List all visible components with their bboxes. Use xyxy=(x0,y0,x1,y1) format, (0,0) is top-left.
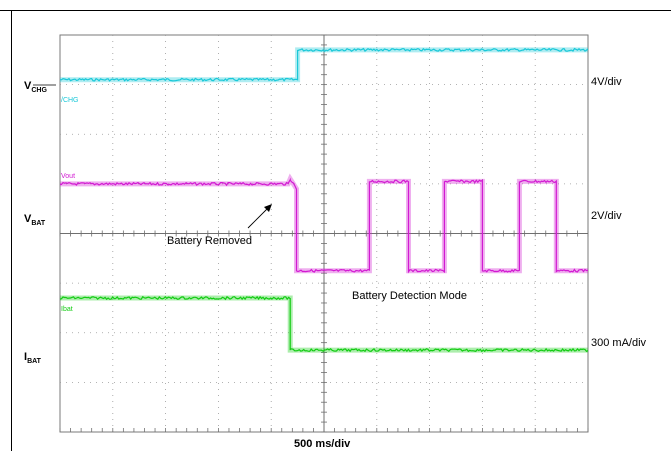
battery-removed-arrow xyxy=(247,207,269,229)
trace-layer xyxy=(59,47,589,353)
page-frame-left xyxy=(11,11,12,451)
trace-ibat xyxy=(59,295,589,353)
chg-trace-tag: /CHG xyxy=(61,97,79,104)
ibat-trace-tag: Ibat xyxy=(61,306,73,313)
vchg-axis-sub: CHG xyxy=(31,87,47,94)
battery-removed-arrowhead xyxy=(264,204,272,212)
vchg-scale-label: 4V/div xyxy=(591,76,622,88)
vout-trace-tag: Vout xyxy=(61,173,75,180)
ibat-scale-label: 300 mA/div xyxy=(591,337,647,349)
graticule xyxy=(59,34,589,433)
vchg-axis-label: VCHG xyxy=(24,80,47,94)
trace-vout xyxy=(59,177,589,274)
battery-removed-annotation: Battery Removed xyxy=(167,235,252,247)
ibat-axis-label: IBAT xyxy=(24,351,42,365)
trace-chg xyxy=(59,47,589,82)
page-frame-top xyxy=(0,0,671,11)
vbat-axis-label: VBAT xyxy=(24,213,46,227)
vbat-scale-label: 2V/div xyxy=(591,210,622,222)
x-axis-label: 500 ms/div xyxy=(294,438,351,450)
battery-detection-annotation: Battery Detection Mode xyxy=(352,290,467,302)
